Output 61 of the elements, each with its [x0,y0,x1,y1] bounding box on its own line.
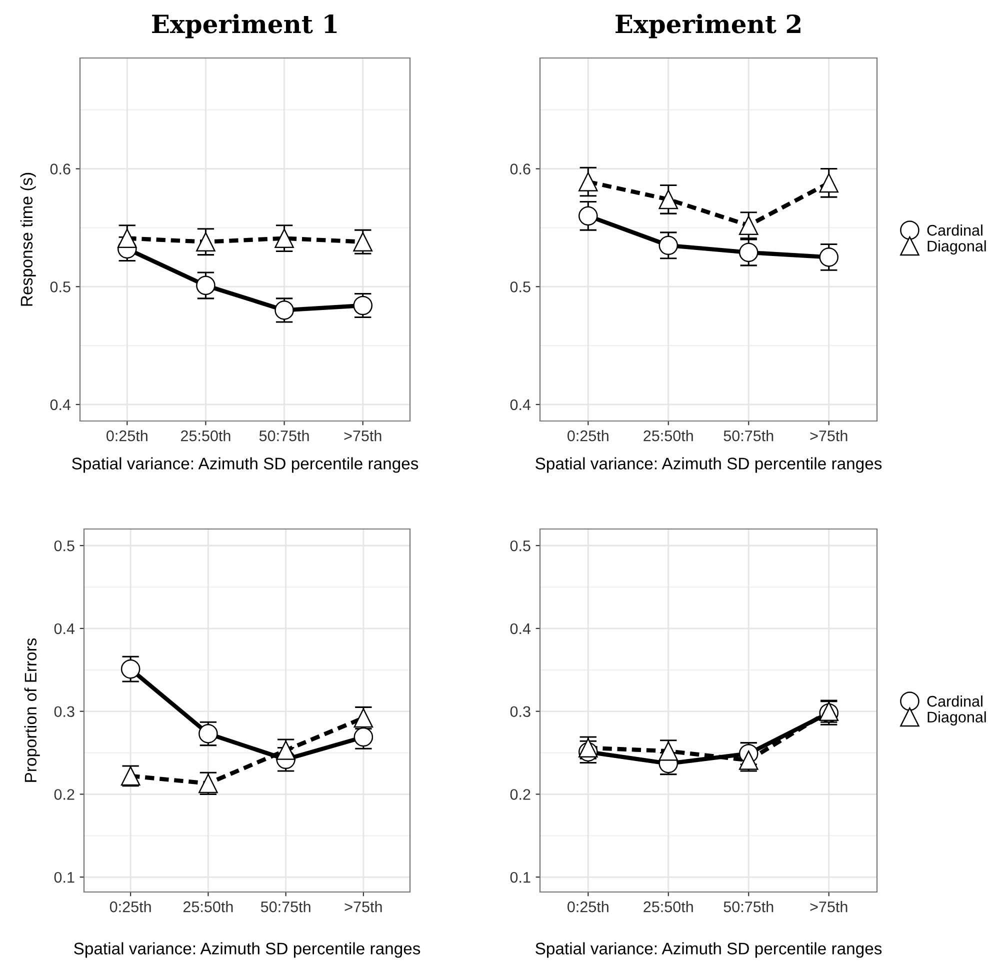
point [819,173,839,193]
y-tick-label: 0.5 [50,282,70,292]
x-tick-label: 0:25th [106,430,148,442]
legend-label: Diagonal [928,240,986,255]
point [578,206,598,226]
y-tick-label: 0.6 [510,164,530,174]
x-tick-label: >75th [344,430,382,442]
y-tick-label: 0.6 [50,164,70,174]
y-tick-label: 0.4 [510,623,531,634]
x-tick-label: 25:50th [644,901,693,912]
y-tick-label: 0.3 [54,706,74,718]
x-tick-label: 25:50th [181,430,230,442]
point [198,724,218,744]
x-tick-label: >75th [810,430,848,442]
point [819,248,839,267]
chart-title: Experiment 2 [616,14,800,38]
point [658,236,678,256]
chart-title: Experiment 1 [152,14,337,38]
x-tick-label: >75th [344,901,382,912]
y-tick-label: 0.5 [510,540,530,552]
point [117,228,137,248]
x-tick-label: 50:75th [259,430,309,442]
y-tick-label: 0.4 [54,623,75,634]
legend-label: Diagonal [928,711,986,726]
x-tick-label: 0:25th [568,430,608,442]
legend-label: Cardinal [927,695,982,707]
x-tick-label: 50:75th [260,901,310,912]
x-tick-label: 25:50th [644,430,693,442]
y-axis-title: Proportion of Errors [24,638,40,782]
point [353,296,373,316]
y-tick-label: 0.1 [54,872,74,883]
x-axis-title: Spatial variance: Azimuth SD percentile ranges [536,457,882,473]
point [738,216,758,236]
y-tick-label: 0.5 [510,282,530,292]
x-tick-label: 50:75th [724,901,774,912]
y-tick-label: 0.3 [510,706,530,718]
x-axis-title: Spatial variance: Azimuth SD percentile ranges [74,942,420,958]
point [196,232,216,252]
x-tick-label: 25:50th [183,901,233,912]
x-tick-label: >75th [810,901,848,912]
x-axis-title: Spatial variance: Azimuth SD percentile ranges [72,457,418,473]
point [658,190,678,210]
y-tick-label: 0.2 [510,789,530,800]
x-tick-label: 0:25th [110,901,151,912]
x-tick-label: 50:75th [724,430,774,442]
legend-label: Cardinal [927,224,982,236]
point [196,276,216,296]
x-tick-label: 0:25th [568,901,608,912]
point [578,172,598,192]
point [353,232,373,252]
y-tick-label: 0.4 [50,399,71,410]
point [120,659,140,679]
y-tick-label: 0.5 [54,540,74,552]
y-axis-title: Response time (s) [20,172,36,306]
point [738,242,758,262]
y-tick-label: 0.1 [510,872,530,883]
point [274,228,294,248]
x-axis-title: Spatial variance: Azimuth SD percentile ranges [536,942,882,958]
point [274,300,294,320]
y-tick-label: 0.4 [510,399,531,410]
y-tick-label: 0.2 [54,789,74,800]
